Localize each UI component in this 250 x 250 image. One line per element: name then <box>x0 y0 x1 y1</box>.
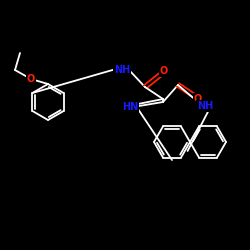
Text: O: O <box>194 94 202 104</box>
Text: O: O <box>27 74 35 84</box>
Text: NH: NH <box>114 65 130 75</box>
Text: HN: HN <box>122 102 138 112</box>
Text: O: O <box>160 66 168 76</box>
Text: NH: NH <box>197 101 213 111</box>
